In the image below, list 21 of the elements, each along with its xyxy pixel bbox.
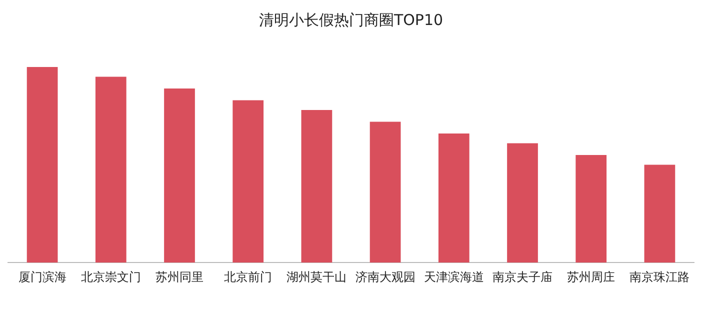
x-tick-label: 南京夫子庙 — [492, 270, 552, 284]
bar — [26, 67, 58, 263]
bar — [95, 76, 126, 263]
x-tick-label: 北京前门 — [224, 270, 272, 284]
x-tick-label: 济南大观园 — [355, 270, 416, 284]
x-tick-label: 湖州莫干山 — [286, 270, 347, 284]
bar — [644, 164, 676, 263]
bar — [438, 134, 470, 263]
x-tick-label: 苏州周庄 — [567, 270, 616, 284]
x-tick-label: 北京崇文门 — [80, 270, 141, 284]
bar — [370, 122, 401, 263]
bar — [232, 100, 264, 263]
bar — [164, 88, 195, 263]
x-tick-label: 厦门滨海 — [18, 270, 66, 284]
x-tick-label: 南京珠江路 — [630, 270, 690, 284]
x-tick-label: 天津滨海道 — [424, 270, 484, 284]
x-tick-label: 苏州同里 — [156, 270, 204, 284]
bar — [507, 143, 538, 263]
chart-title: 清明小长假热门商圈TOP10 — [258, 10, 444, 29]
bar — [576, 155, 607, 263]
bar — [301, 110, 332, 263]
